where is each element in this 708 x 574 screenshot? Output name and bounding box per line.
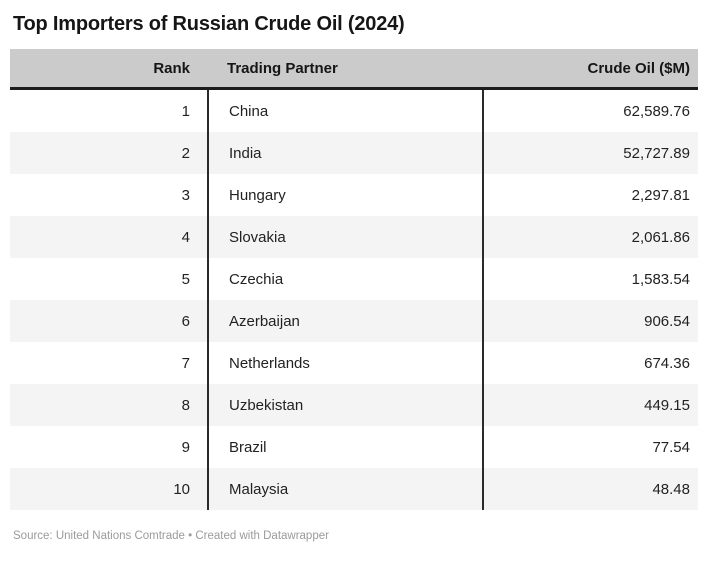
importers-table: Rank Trading Partner Crude Oil ($M) 1 Ch… bbox=[10, 49, 698, 510]
cell-partner: Malaysia bbox=[207, 468, 482, 510]
page-title: Top Importers of Russian Crude Oil (2024… bbox=[13, 13, 405, 35]
table-row: 3 Hungary 2,297.81 bbox=[10, 174, 698, 216]
table-row: 8 Uzbekistan 449.15 bbox=[10, 384, 698, 426]
cell-partner: Hungary bbox=[207, 174, 482, 216]
table-row: 10 Malaysia 48.48 bbox=[10, 468, 698, 510]
cell-value: 48.48 bbox=[482, 468, 698, 510]
cell-value: 449.15 bbox=[482, 384, 698, 426]
table-row: 5 Czechia 1,583.54 bbox=[10, 258, 698, 300]
table-row: 4 Slovakia 2,061.86 bbox=[10, 216, 698, 258]
header-cell-rank: Rank bbox=[153, 59, 190, 77]
cell-rank: 3 bbox=[181, 186, 190, 204]
page: Top Importers of Russian Crude Oil (2024… bbox=[10, 13, 698, 542]
cell-partner: Slovakia bbox=[207, 216, 482, 258]
table-row: 2 India 52,727.89 bbox=[10, 132, 698, 174]
header-cell-crude-oil: Crude Oil ($M) bbox=[587, 59, 690, 77]
cell-rank: 5 bbox=[181, 270, 190, 288]
cell-value: 77.54 bbox=[482, 426, 698, 468]
cell-rank: 8 bbox=[181, 396, 190, 414]
cell-partner: Azerbaijan bbox=[207, 300, 482, 342]
cell-value: 2,297.81 bbox=[482, 174, 698, 216]
cell-value: 2,061.86 bbox=[482, 216, 698, 258]
cell-partner: India bbox=[207, 132, 482, 174]
cell-rank: 9 bbox=[181, 438, 190, 456]
cell-value: 906.54 bbox=[482, 300, 698, 342]
cell-partner: Netherlands bbox=[207, 342, 482, 384]
cell-value: 674.36 bbox=[482, 342, 698, 384]
cell-partner: Czechia bbox=[207, 258, 482, 300]
table-row: 1 China 62,589.76 bbox=[10, 90, 698, 132]
source-attribution: Source: United Nations Comtrade • Create… bbox=[13, 530, 329, 542]
cell-rank: 6 bbox=[181, 312, 190, 330]
cell-rank: 10 bbox=[173, 480, 190, 498]
table-row: 7 Netherlands 674.36 bbox=[10, 342, 698, 384]
table-row: 6 Azerbaijan 906.54 bbox=[10, 300, 698, 342]
table-row: 9 Brazil 77.54 bbox=[10, 426, 698, 468]
cell-value: 1,583.54 bbox=[482, 258, 698, 300]
table-header: Rank Trading Partner Crude Oil ($M) bbox=[10, 49, 698, 90]
cell-partner: Brazil bbox=[207, 426, 482, 468]
header-cell-trading-partner: Trading Partner bbox=[227, 59, 338, 77]
cell-rank: 1 bbox=[181, 102, 190, 120]
table-body: 1 China 62,589.76 2 India 52,727.89 3 Hu… bbox=[10, 90, 698, 510]
cell-rank: 2 bbox=[181, 144, 190, 162]
cell-rank: 7 bbox=[181, 354, 190, 372]
cell-value: 52,727.89 bbox=[482, 132, 698, 174]
cell-rank: 4 bbox=[181, 228, 190, 246]
cell-value: 62,589.76 bbox=[482, 90, 698, 132]
cell-partner: China bbox=[207, 90, 482, 132]
cell-partner: Uzbekistan bbox=[207, 384, 482, 426]
